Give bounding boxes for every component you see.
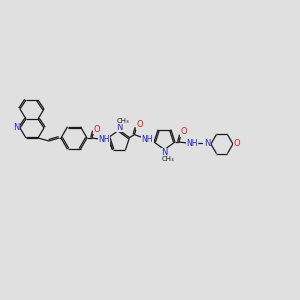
Text: N: N <box>116 122 122 131</box>
Text: NH: NH <box>98 136 110 145</box>
Text: O: O <box>181 128 187 136</box>
Text: NH: NH <box>186 140 198 148</box>
Text: O: O <box>136 120 143 129</box>
Text: CH₃: CH₃ <box>162 156 175 162</box>
Text: NH: NH <box>142 135 153 144</box>
Text: O: O <box>234 140 240 148</box>
Text: N: N <box>204 140 210 148</box>
Text: N: N <box>13 124 19 133</box>
Text: CH₃: CH₃ <box>117 118 129 124</box>
Text: N: N <box>161 148 168 157</box>
Text: O: O <box>94 124 100 134</box>
